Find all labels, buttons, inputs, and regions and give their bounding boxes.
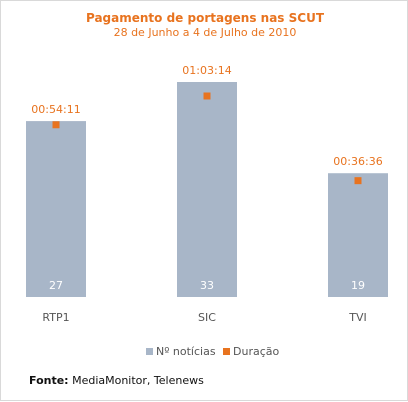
source-text: MediaMonitor, Telenews: [72, 374, 204, 387]
source-label: Fonte:: [29, 374, 69, 387]
bar-value-label: 27: [49, 279, 63, 292]
chart-subtitle: 28 de Junho a 4 de Julho de 2010: [114, 26, 297, 39]
legend-label-noticias: Nº notícias: [156, 345, 216, 358]
legend: Nº notícias Duração: [146, 345, 279, 358]
duration-label: 00:54:11: [31, 103, 80, 116]
plot-area: 27 00:54:11 RTP1 33 01:03:14 SIC 19 00:36:36 TVI: [26, 64, 388, 324]
category-label: SIC: [198, 311, 216, 324]
chart-title: Pagamento de portagens nas SCUT: [86, 11, 325, 25]
duration-label: 01:03:14: [182, 64, 231, 77]
duration-label: 00:36:36: [333, 155, 382, 168]
bar-rtp1: [26, 121, 86, 297]
bar-value-label: 19: [351, 279, 365, 292]
bar-tvi: [328, 173, 388, 297]
category-label: RTP1: [42, 311, 69, 324]
legend-label-duracao: Duração: [233, 345, 279, 358]
duration-marker-sic: [203, 92, 211, 100]
duration-marker-rtp1: [52, 121, 60, 129]
duration-marker-tvi: [354, 177, 362, 185]
category-label: TVI: [348, 311, 367, 324]
bar-sic: [177, 82, 237, 297]
source-note: Fonte: MediaMonitor, Telenews: [29, 374, 204, 387]
legend-swatch-noticias: [146, 348, 153, 355]
legend-swatch-duracao: [223, 348, 230, 355]
bar-value-label: 33: [200, 279, 214, 292]
